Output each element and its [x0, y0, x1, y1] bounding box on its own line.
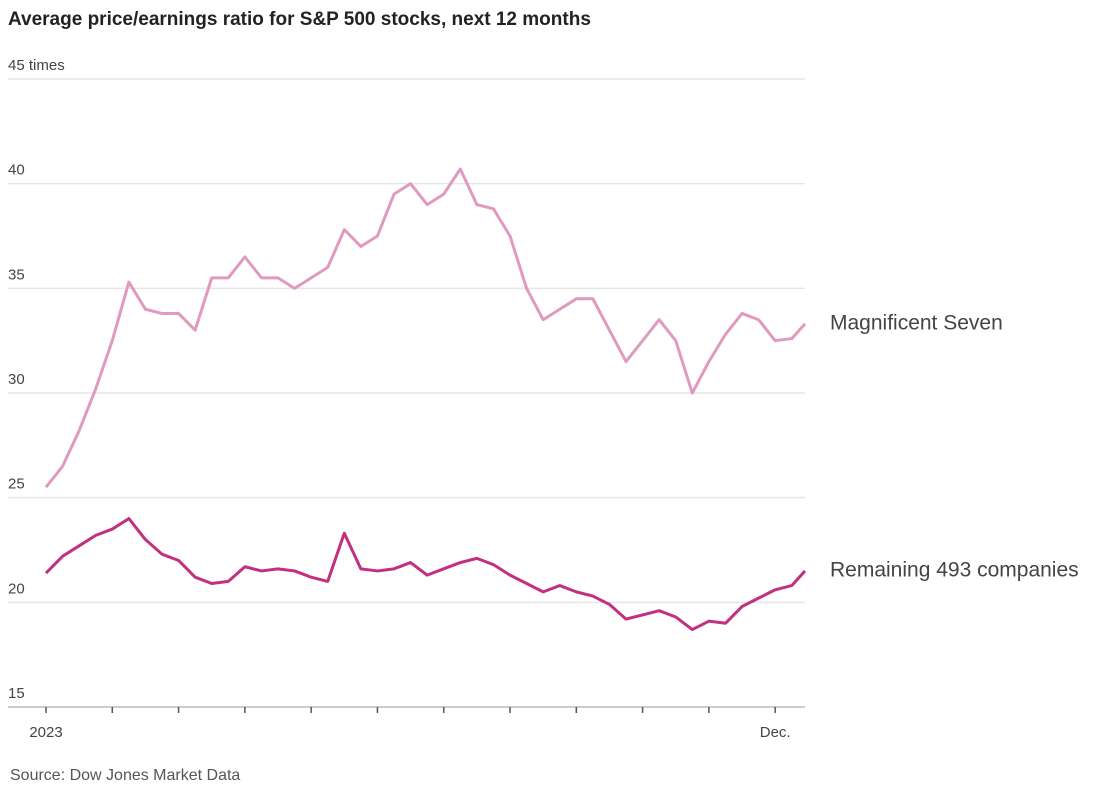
x-tick-label: Dec.	[760, 724, 791, 741]
y-tick-label: 15	[8, 685, 25, 702]
y-tick-label: 30	[8, 371, 25, 388]
series-label: Remaining 493 companies	[830, 558, 1079, 581]
y-tick-label: 35	[8, 266, 25, 283]
series-line	[44, 517, 807, 632]
y-tick-label: 25	[8, 476, 25, 493]
y-tick-label: 45 times	[8, 57, 65, 74]
series-label: Magnificent Seven	[830, 311, 1003, 334]
y-tick-label: 20	[8, 580, 25, 597]
source: Source: Dow Jones Market Data	[10, 767, 240, 784]
series-line	[44, 167, 807, 489]
chart-title: Average price/earnings ratio for S&P 500…	[8, 9, 591, 30]
y-tick-label: 40	[8, 162, 25, 179]
x-tick-label: 2023	[29, 724, 62, 741]
